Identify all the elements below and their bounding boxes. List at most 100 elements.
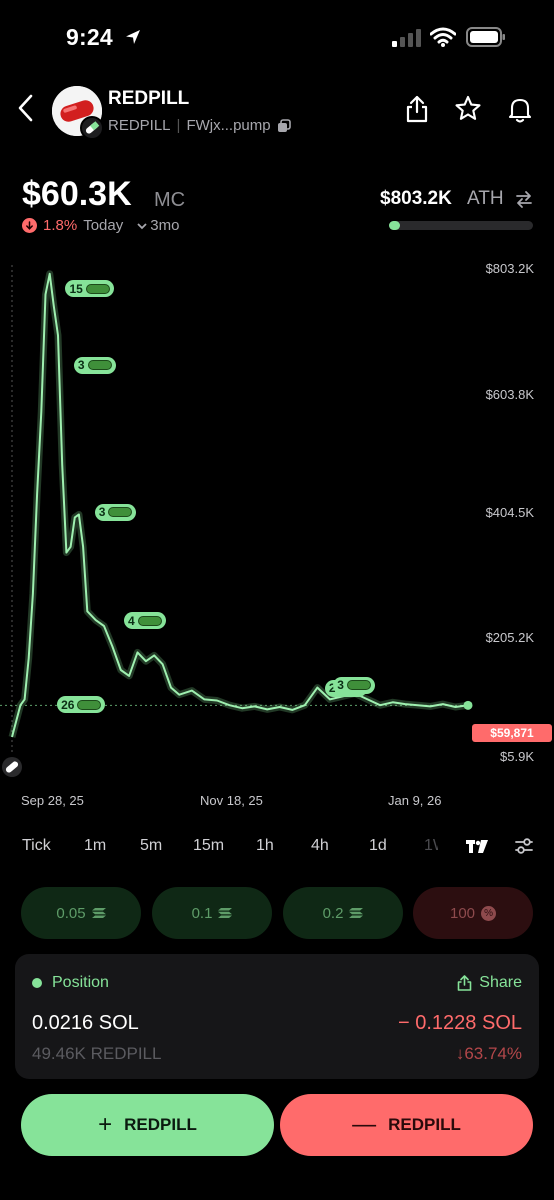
price-chart[interactable]: $803.2K $603.8K $404.5K $205.2K $5.9K Se… — [0, 255, 554, 815]
share-label: Share — [479, 974, 522, 991]
quick-buy-0.05[interactable]: 0.05 — [21, 887, 141, 939]
trade-count: 15 — [69, 281, 83, 296]
trade-marker[interactable]: 3 — [94, 503, 137, 521]
token-name: REDPILL — [108, 88, 190, 109]
timeframe-tabs: Tick 1m 5m 15m 1h 4h 1d 1W — [0, 833, 554, 861]
tab-tick[interactable]: Tick — [22, 837, 51, 854]
quick-buy-amount: 0.2 — [322, 904, 344, 922]
trader-avatar-icon — [77, 699, 102, 710]
contract-address[interactable]: FWjx...pump — [186, 117, 271, 134]
x-tick-label: Jan 9, 26 — [388, 793, 442, 808]
position-pnl-sol: − 0.1228 SOL — [398, 1012, 522, 1034]
position-status-dot — [32, 978, 42, 988]
quick-buy-amount: 0.05 — [56, 904, 86, 922]
swap-arrows-icon[interactable] — [514, 189, 534, 209]
trader-avatar-icon — [346, 680, 371, 691]
share-position-button[interactable]: Share — [457, 974, 522, 992]
trade-marker[interactable]: 15 — [65, 280, 114, 298]
tab-4h[interactable]: 4h — [311, 837, 329, 854]
sell-button[interactable]: — REDPILL — [280, 1094, 533, 1156]
pill-badge-icon — [85, 121, 100, 134]
y-tick-label: $803.2K — [485, 261, 534, 276]
trade-marker[interactable]: 26 — [57, 696, 106, 714]
share-icon[interactable] — [403, 94, 431, 124]
token-subtitle: REDPILL | FWjx...pump — [108, 117, 291, 134]
position-token-amount: 49.46K REDPILL — [32, 1044, 162, 1063]
quick-sell-amount: 100 — [449, 904, 476, 922]
sell-button-label: REDPILL — [388, 1115, 461, 1134]
trader-avatar-icon — [137, 615, 162, 626]
change-percent: 1.8% — [43, 217, 78, 234]
minus-icon: — — [352, 1111, 377, 1138]
buy-button[interactable]: + REDPILL — [21, 1094, 274, 1156]
ath-progress-fill — [389, 221, 400, 230]
trade-count: 2 — [328, 681, 336, 696]
solana-icon — [218, 908, 233, 918]
quick-sell-100[interactable]: 100 % — [413, 887, 533, 939]
chevron-down-icon — [137, 222, 147, 229]
price-series-line — [11, 272, 469, 738]
y-tick-label: $5.9K — [500, 749, 534, 764]
price-line-glow — [8, 270, 469, 738]
status-time: 9:24 — [66, 24, 113, 50]
trade-count: 3 — [98, 505, 106, 520]
trade-marker[interactable]: 3 — [333, 676, 375, 694]
trader-avatar-icon — [108, 507, 133, 518]
tab-1h[interactable]: 1h — [256, 837, 274, 854]
position-title: Position — [52, 974, 109, 991]
tab-1m[interactable]: 1m — [84, 837, 107, 854]
pill-badge — [80, 116, 104, 140]
x-tick-label: Nov 18, 25 — [200, 793, 263, 808]
back-chevron-icon[interactable] — [14, 92, 38, 124]
quick-buy-amount: 0.1 — [191, 904, 213, 922]
x-tick-label: Sep 28, 25 — [21, 793, 84, 808]
trade-marker[interactable]: 4 — [124, 612, 166, 630]
range-selector[interactable]: 3mo — [137, 217, 179, 234]
percent-icon: % — [481, 905, 497, 921]
tradingview-icon[interactable] — [466, 838, 488, 856]
range-label: 3mo — [150, 217, 180, 234]
position-pnl-percent: ↓63.74% — [455, 1044, 522, 1063]
market-cap-value: $60.3K — [22, 175, 132, 213]
share-icon — [457, 975, 472, 991]
tab-5m[interactable]: 5m — [140, 837, 163, 854]
position-sol-amount: 0.0216 SOL — [32, 1012, 139, 1034]
solana-icon — [349, 908, 364, 918]
trader-avatar-icon — [85, 283, 110, 294]
ath-value: $803.2K — [380, 188, 452, 209]
wifi-icon — [430, 27, 456, 47]
chart-settings-icon[interactable] — [514, 836, 534, 856]
y-tick-label: $404.5K — [485, 505, 534, 520]
current-price-dot — [463, 700, 473, 710]
separator: | — [176, 117, 181, 134]
market-cap-unit: MC — [154, 189, 186, 211]
tab-15m[interactable]: 15m — [193, 837, 225, 854]
buy-button-label: REDPILL — [124, 1115, 197, 1134]
copy-icon[interactable] — [277, 118, 291, 133]
status-bar: 9:24 — [0, 0, 554, 76]
quick-buy-0.2[interactable]: 0.2 — [283, 887, 403, 939]
ath-progress-bar — [389, 221, 533, 230]
bell-icon[interactable] — [506, 94, 534, 124]
battery-icon — [466, 27, 505, 47]
quick-buy-0.1[interactable]: 0.1 — [152, 887, 272, 939]
trade-count: 3 — [77, 358, 85, 373]
tab-1d[interactable]: 1d — [369, 837, 387, 854]
position-card: Position Share 0.0216 SOL − 0.1228 SOL 4… — [15, 954, 539, 1079]
solana-icon — [91, 908, 106, 918]
tab-1w[interactable]: 1W — [424, 837, 438, 854]
trader-avatar-icon — [87, 360, 112, 371]
change-period: Today — [83, 217, 124, 234]
y-tick-label: $603.8K — [485, 387, 534, 402]
trade-marker[interactable]: 3 — [73, 356, 116, 374]
trade-count: 26 — [61, 697, 75, 712]
token-ticker: REDPILL — [108, 117, 171, 134]
ath-label: ATH — [467, 188, 504, 209]
down-arrow-icon — [22, 218, 37, 233]
location-arrow-icon — [126, 30, 140, 44]
price-change-row: 1.8% Today 3mo — [22, 217, 179, 234]
plus-icon: + — [98, 1111, 113, 1138]
cellular-signal-icon — [392, 29, 421, 47]
trade-count: 3 — [337, 678, 344, 693]
star-icon[interactable] — [454, 94, 482, 124]
